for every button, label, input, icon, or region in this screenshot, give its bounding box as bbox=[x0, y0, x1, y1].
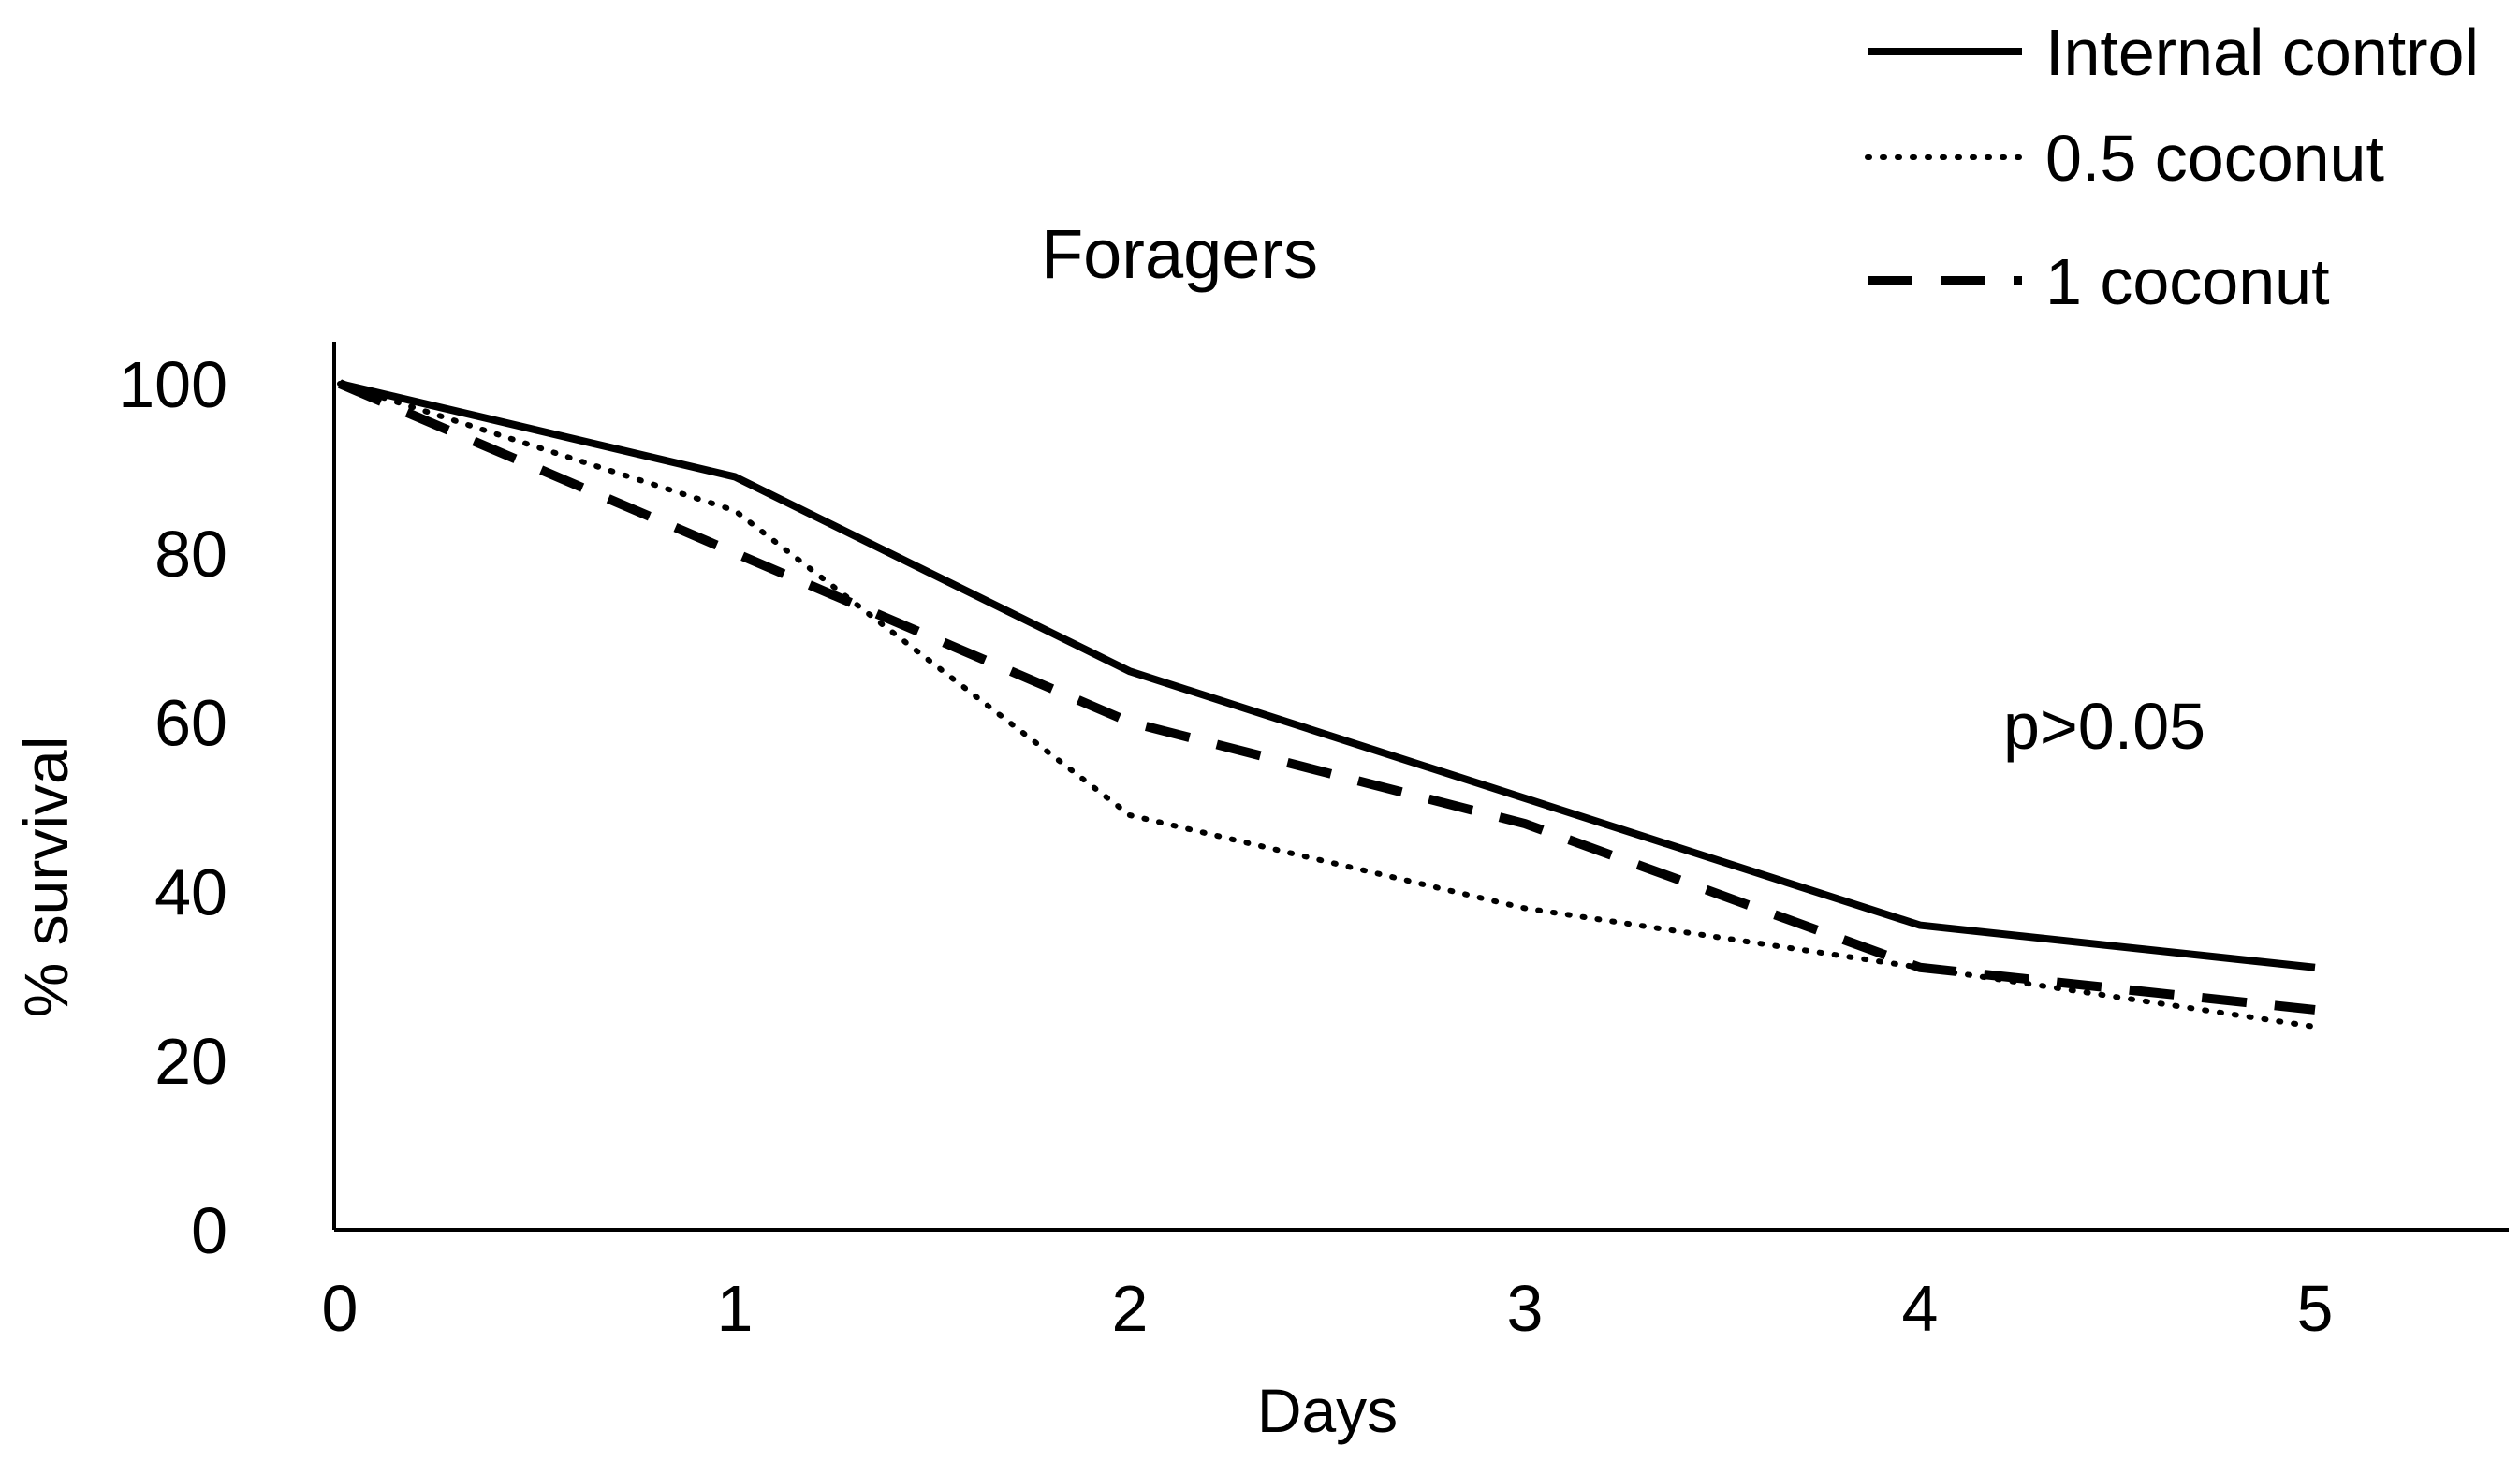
x-tick-label: 3 bbox=[1507, 1272, 1544, 1345]
y-tick-label: 0 bbox=[191, 1194, 227, 1267]
y-tick-label: 60 bbox=[154, 687, 227, 760]
p-value-annotation: p>0.05 bbox=[2003, 690, 2205, 763]
x-tick-label: 1 bbox=[717, 1272, 754, 1345]
y-tick-label: 40 bbox=[154, 855, 227, 928]
legend-label-1: Internal control bbox=[2045, 16, 2479, 89]
legend: Internal control 0.5 coconut 1 coconut bbox=[1865, 16, 2479, 318]
chart-title: Foragers bbox=[1041, 215, 1318, 293]
axes: 0 20 40 60 80 100 0 1 2 3 4 5 bbox=[118, 342, 2509, 1345]
x-tick-label: 5 bbox=[2297, 1272, 2334, 1345]
x-tick-label: 4 bbox=[1902, 1272, 1939, 1345]
y-tick-label: 80 bbox=[154, 518, 227, 591]
legend-label-2: 0.5 coconut bbox=[2045, 122, 2384, 195]
y-axis-label: % survival bbox=[11, 737, 81, 1018]
series-line-3 bbox=[338, 379, 2316, 1015]
y-tick-label: 20 bbox=[154, 1025, 227, 1098]
x-tick-label: 0 bbox=[322, 1272, 359, 1345]
x-axis-label: Days bbox=[1257, 1376, 1398, 1445]
legend-label-3: 1 coconut bbox=[2045, 245, 2330, 318]
series-layer bbox=[337, 379, 2318, 1030]
y-tick-label: 100 bbox=[118, 348, 227, 421]
series-line-1 bbox=[339, 380, 2316, 971]
x-tick-label: 2 bbox=[1112, 1272, 1149, 1345]
